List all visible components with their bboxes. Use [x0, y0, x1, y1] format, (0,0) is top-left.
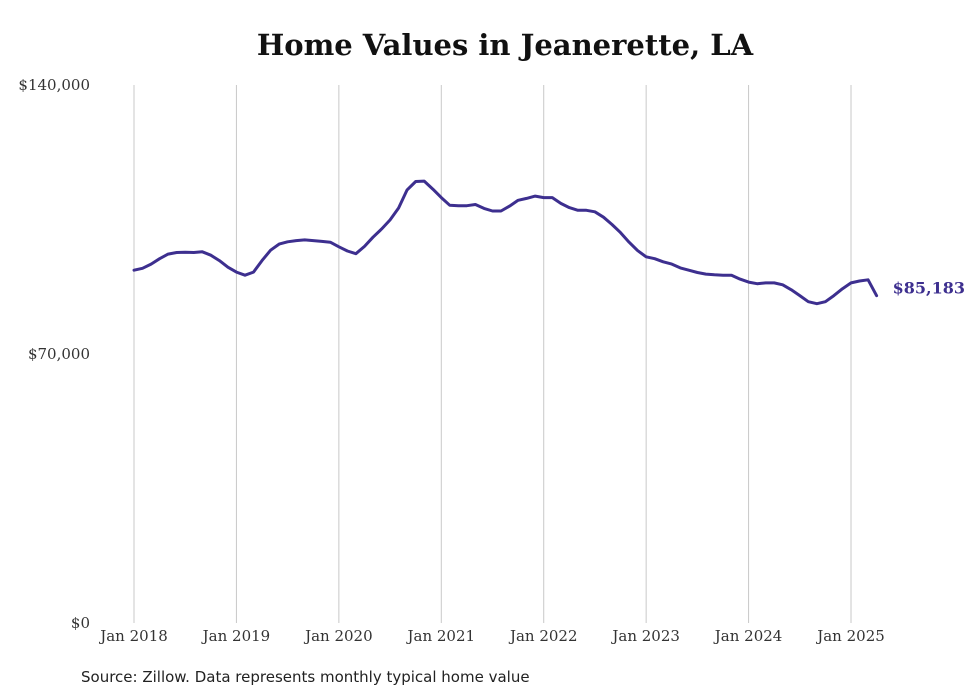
y-tick-label: $140,000 — [18, 76, 90, 94]
x-tick-label: Jan 2018 — [98, 627, 168, 645]
x-axis-labels: Jan 2018 Jan 2019 Jan 2020 Jan 2021 Jan 2022… — [98, 627, 885, 645]
x-tick-label: Jan 2023 — [610, 627, 680, 645]
y-tick-label: $70,000 — [28, 345, 90, 363]
grid-lines — [133, 85, 852, 623]
series-line — [132, 179, 879, 306]
chart-title: Home Values in Jeanerette, LA — [256, 28, 754, 62]
x-tick-label: Jan 2024 — [713, 627, 783, 645]
y-tick-label: $0 — [71, 614, 90, 632]
end-value-label: $85,183 — [893, 279, 965, 298]
x-tick-label: Jan 2019 — [201, 627, 271, 645]
y-axis-labels: $0 $70,000 $140,000 — [18, 76, 90, 632]
source-note: Source: Zillow. Data represents monthly … — [81, 668, 530, 686]
x-tick-label: Jan 2022 — [508, 627, 578, 645]
x-tick-label: Jan 2021 — [406, 627, 476, 645]
x-tick-label: Jan 2020 — [303, 627, 373, 645]
series-layer: $85,183 — [132, 179, 965, 306]
x-tick-label: Jan 2025 — [815, 627, 885, 645]
